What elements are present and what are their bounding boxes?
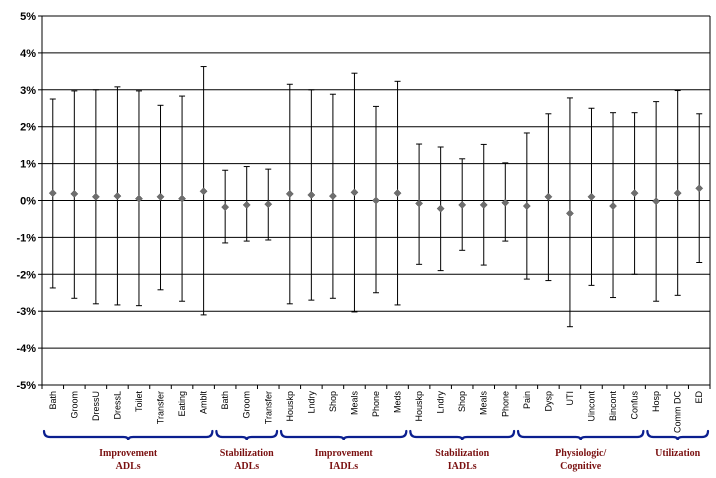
data-point <box>264 200 273 209</box>
data-point <box>350 188 359 197</box>
x-tick-label: Bincont <box>608 391 618 422</box>
x-tick-label: Lndry <box>306 391 316 414</box>
y-tick-label: 1% <box>20 159 36 171</box>
y-tick-label: -5% <box>16 380 36 392</box>
data-point <box>695 184 704 193</box>
data-point <box>91 192 100 201</box>
x-tick-label: Hosp <box>651 391 661 412</box>
x-tick-label: Phone <box>371 391 381 417</box>
y-tick-label: 4% <box>20 48 36 60</box>
group-brace <box>42 429 214 441</box>
axes <box>38 15 711 389</box>
x-tick-label: DressL <box>112 391 122 420</box>
x-tick-label: Eating <box>177 391 187 417</box>
group-label: Cognitive <box>560 461 602 472</box>
data-point <box>587 192 596 201</box>
group-label: Improvement <box>99 448 158 459</box>
data-point <box>221 203 230 212</box>
x-tick-label: Transfer <box>156 391 166 424</box>
y-tick-labels: 5% 4% 3% 2% 1% 0% -1% -2% -3% -4% -5% <box>16 11 36 392</box>
group-label: Stabilization <box>220 448 274 459</box>
data-point <box>415 199 424 208</box>
x-tick-label: Meals <box>349 391 359 416</box>
data-point <box>393 189 402 198</box>
x-tick-label: Bath <box>220 391 230 410</box>
x-tick-label: DressU <box>91 391 101 421</box>
x-tick-labels: Bath Groom DressU DressL Toilet Transfer Eatin… <box>48 391 704 433</box>
x-tick-label: Groom <box>69 391 79 419</box>
data-point <box>156 192 165 201</box>
x-tick-label: Amblt <box>199 391 209 415</box>
x-tick-label: Lndry <box>436 391 446 414</box>
data-point <box>178 194 187 203</box>
x-tick-label: Toilet <box>134 391 144 413</box>
x-tick-label: Shop <box>457 391 467 412</box>
data-point <box>673 189 682 198</box>
x-tick-label: Comm DC <box>673 391 683 433</box>
data-point <box>458 200 467 209</box>
group-label: IADLs <box>448 461 477 472</box>
data-point <box>372 196 380 205</box>
x-tick-label: Pain <box>522 391 532 409</box>
group-label: Physiologic/ <box>555 448 606 459</box>
y-tick-label: 2% <box>20 122 36 134</box>
y-tick-label: -3% <box>16 306 36 318</box>
group-label: Stabilization <box>435 448 489 459</box>
data-point <box>565 209 574 218</box>
data-point <box>113 192 122 201</box>
y-tick-label: -1% <box>16 232 36 244</box>
x-tick-label: Meals <box>479 391 489 416</box>
group-brace <box>279 429 408 441</box>
data-point <box>479 200 488 209</box>
data-point <box>48 189 57 198</box>
x-tick-label: ED <box>694 391 704 404</box>
x-tick-label: Groom <box>242 391 252 419</box>
x-tick-label: Phone <box>500 391 510 417</box>
data-point <box>501 198 510 207</box>
x-tick-label: Meds <box>393 391 403 414</box>
group-brace <box>516 429 645 441</box>
group-label: ADLs <box>234 461 259 472</box>
data-point <box>70 189 79 198</box>
data-point <box>652 197 661 206</box>
x-tick-label: Confus <box>630 391 640 420</box>
x-tick-label: Houskp <box>414 391 424 422</box>
y-tick-label: 3% <box>20 85 36 97</box>
x-tick-label: Transfer <box>263 391 273 424</box>
data-point <box>630 189 639 198</box>
data-point <box>609 202 617 210</box>
x-tick-label: Shop <box>328 391 338 412</box>
group-label: Utilization <box>655 448 700 459</box>
x-tick-label: UTI <box>565 391 575 406</box>
y-tick-label: -4% <box>16 343 36 355</box>
data-point <box>135 194 143 203</box>
data-point <box>307 191 316 199</box>
x-tick-label: Bath <box>48 391 58 410</box>
group-label: Improvement <box>315 448 374 459</box>
group-label: IADLs <box>329 461 358 472</box>
y-tick-label: -2% <box>16 269 36 281</box>
data-point <box>199 187 208 196</box>
y-tick-label: 5% <box>20 11 36 23</box>
group-labels: Improvement ADLs Stabilization ADLs Improvem… <box>42 429 710 472</box>
group-brace <box>215 429 279 441</box>
data-point <box>436 204 445 213</box>
data-point <box>522 202 531 210</box>
x-tick-label: Houskp <box>285 391 295 422</box>
group-label: ADLs <box>116 461 141 472</box>
x-tick-label: Uincont <box>586 391 596 422</box>
y-tick-label: 0% <box>20 196 36 208</box>
x-tick-label: Dysp <box>543 391 553 412</box>
group-brace <box>409 429 516 441</box>
data-points <box>48 184 704 218</box>
group-brace <box>646 429 710 441</box>
data-point <box>242 200 251 209</box>
data-point <box>544 192 553 201</box>
data-point <box>328 192 337 201</box>
data-point <box>285 189 294 198</box>
